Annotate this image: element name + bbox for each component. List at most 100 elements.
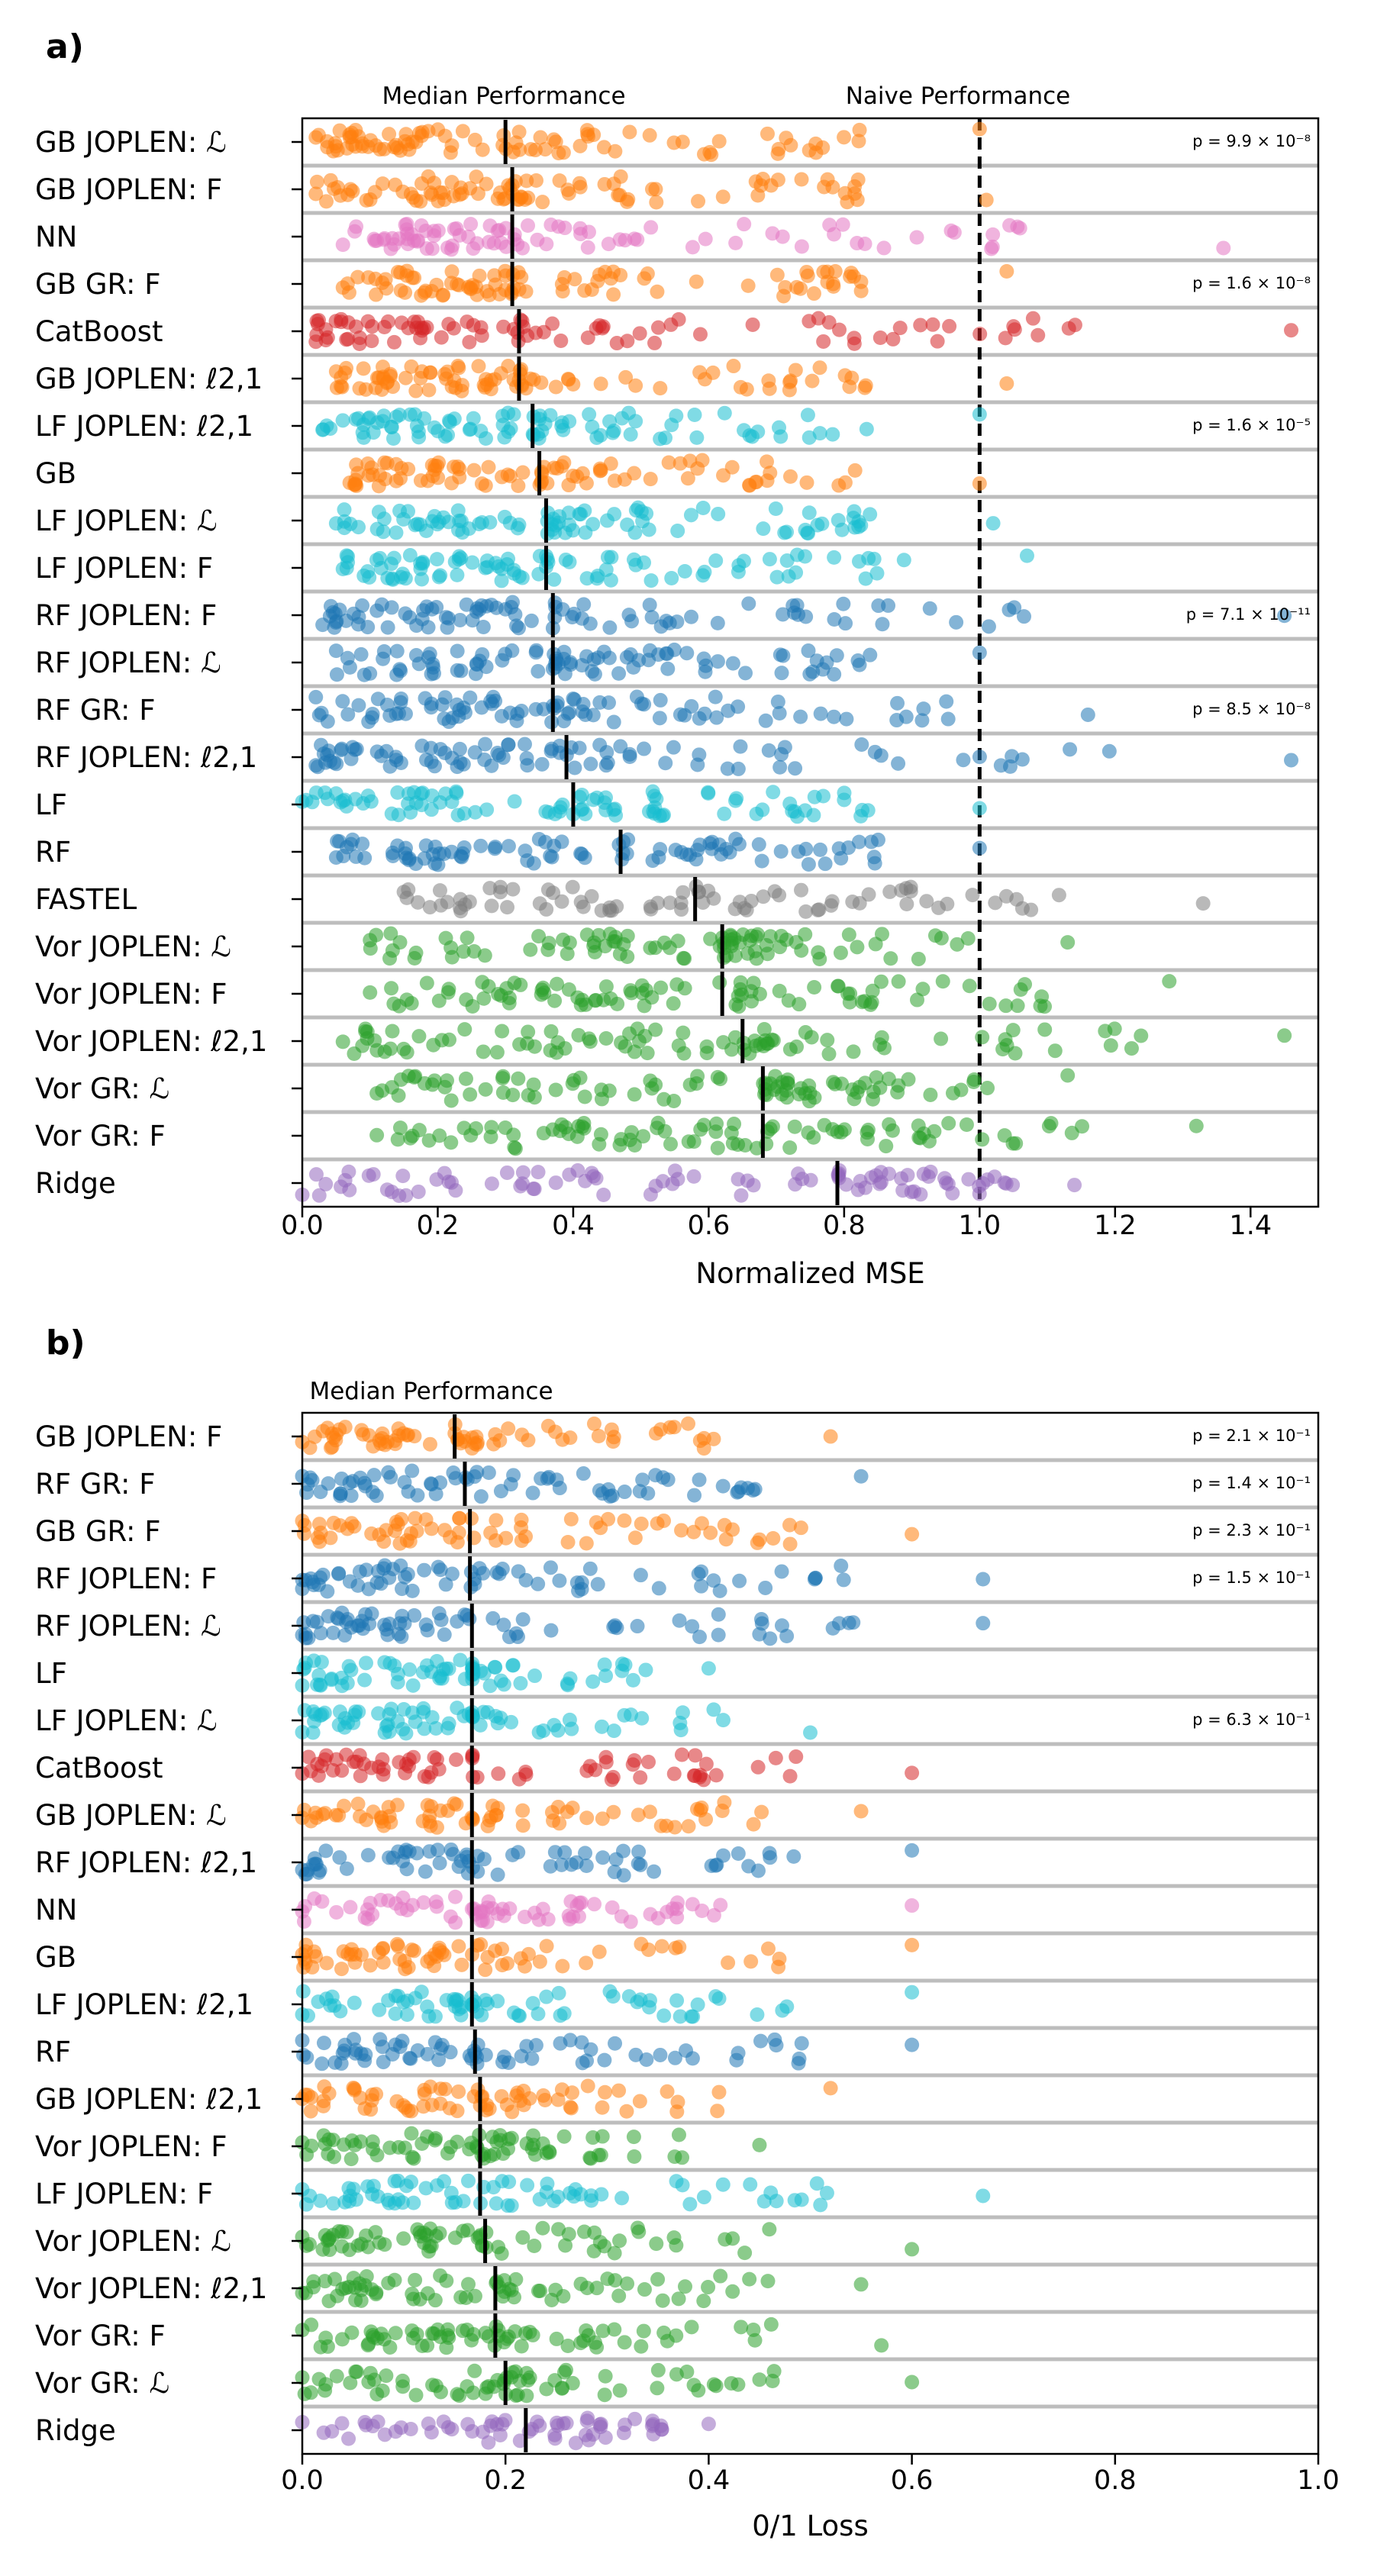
data-point xyxy=(631,2224,647,2239)
data-point xyxy=(882,1117,897,1132)
data-point xyxy=(348,139,363,154)
data-point xyxy=(385,1562,401,1577)
data-point xyxy=(438,930,453,946)
data-point xyxy=(313,1525,328,1540)
data-point xyxy=(438,610,453,625)
data-point xyxy=(626,659,641,675)
data-point xyxy=(724,938,739,953)
data-point xyxy=(364,334,379,349)
data-point xyxy=(376,524,391,540)
data-point xyxy=(455,124,470,139)
data-point xyxy=(701,785,716,801)
data-point xyxy=(782,1517,797,1533)
data-point xyxy=(471,359,486,374)
data-point xyxy=(816,334,831,349)
data-point xyxy=(498,1120,513,1135)
data-point xyxy=(857,994,872,1009)
data-point xyxy=(762,552,777,567)
data-point xyxy=(692,1630,707,1645)
data-point xyxy=(853,808,869,824)
data-point xyxy=(466,241,481,256)
x-axis-label: Normalized MSE xyxy=(695,1257,924,1290)
data-point xyxy=(600,755,615,770)
data-point xyxy=(949,614,964,630)
data-point xyxy=(433,568,448,583)
data-point xyxy=(1216,240,1231,256)
data-point xyxy=(798,904,814,919)
data-point xyxy=(787,1119,802,1134)
data-point xyxy=(793,1520,808,1536)
data-point xyxy=(666,996,681,1011)
data-point xyxy=(525,2327,540,2342)
data-point xyxy=(874,927,889,942)
row-label: GB GR: F xyxy=(35,268,161,301)
data-point xyxy=(398,1962,413,1977)
data-point xyxy=(600,2271,615,2287)
data-point xyxy=(363,985,378,1000)
data-point xyxy=(782,1768,798,1784)
data-point xyxy=(772,940,788,955)
data-point xyxy=(1008,1046,1023,1061)
data-point xyxy=(321,1609,336,1624)
data-point xyxy=(415,1665,431,1680)
data-point xyxy=(837,130,852,145)
data-point xyxy=(606,1804,621,1820)
data-point xyxy=(874,2338,889,2353)
data-point xyxy=(711,2084,727,2100)
data-point xyxy=(374,382,389,397)
data-point xyxy=(326,143,341,159)
data-point xyxy=(598,264,613,279)
data-point xyxy=(467,2363,482,2378)
data-point xyxy=(577,1089,592,1104)
data-point xyxy=(427,228,442,243)
data-point xyxy=(715,1713,731,1728)
data-point xyxy=(851,834,866,850)
data-point xyxy=(366,1167,381,1182)
data-point xyxy=(643,573,659,588)
data-point xyxy=(586,1416,602,1431)
data-point xyxy=(710,1069,725,1085)
data-point xyxy=(1047,1043,1063,1059)
data-point xyxy=(523,942,538,957)
data-point xyxy=(819,2185,834,2200)
data-point xyxy=(1101,743,1117,759)
data-point xyxy=(746,975,761,991)
data-point xyxy=(610,996,625,1011)
data-point xyxy=(379,2368,394,2384)
data-point xyxy=(717,1517,732,1533)
data-point xyxy=(388,177,403,192)
data-point xyxy=(672,456,688,471)
data-point xyxy=(359,192,374,208)
data-point xyxy=(544,2292,560,2307)
data-point xyxy=(511,1564,526,1579)
data-point xyxy=(437,711,452,727)
data-point xyxy=(585,517,601,532)
data-point xyxy=(664,571,679,586)
data-point xyxy=(782,1140,798,1156)
data-point xyxy=(466,463,482,478)
data-point xyxy=(653,980,669,995)
data-point xyxy=(643,901,659,917)
data-point xyxy=(637,998,652,1014)
data-point xyxy=(430,517,445,532)
data-point xyxy=(935,974,950,989)
data-point xyxy=(467,745,482,760)
data-point xyxy=(350,1796,366,1811)
data-point xyxy=(339,332,354,347)
data-point xyxy=(568,2436,583,2451)
data-point xyxy=(560,1534,576,1549)
row-label: LF JOPLEN: ℒ xyxy=(35,1704,218,1737)
data-point xyxy=(682,2197,698,2212)
data-point xyxy=(873,974,889,989)
data-point xyxy=(385,845,400,860)
data-point xyxy=(579,2281,595,2296)
data-point xyxy=(353,1809,368,1824)
data-point xyxy=(909,992,924,1008)
data-point xyxy=(469,657,485,672)
data-point xyxy=(481,1465,496,1480)
data-point xyxy=(692,1472,707,1488)
data-point xyxy=(650,284,665,299)
data-point xyxy=(484,1176,499,1191)
data-point xyxy=(709,710,724,725)
data-point xyxy=(531,1576,546,1591)
